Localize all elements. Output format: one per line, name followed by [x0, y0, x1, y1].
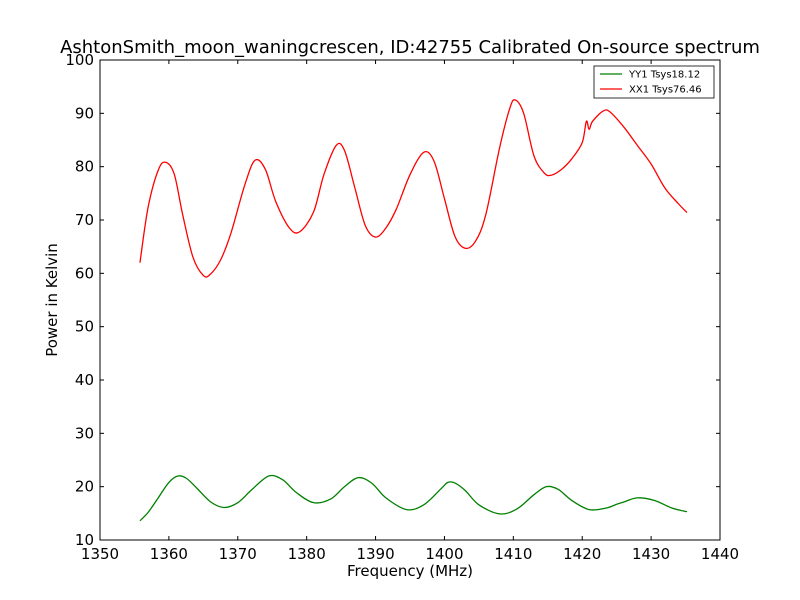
x-tick-label: 1390	[356, 545, 394, 563]
x-axis-label: Frequency (MHz)	[347, 562, 473, 580]
y-tick-label: 40	[75, 371, 94, 389]
series-layer	[139, 99, 688, 522]
yy1-series-line	[139, 474, 688, 522]
y-tick-label: 50	[75, 318, 94, 336]
x-tick-label: 1380	[288, 545, 326, 563]
plot-background	[100, 60, 720, 540]
y-tick-label: 60	[75, 264, 94, 282]
x-tick-label: 1370	[219, 545, 257, 563]
x-tick-label: 1350	[81, 545, 119, 563]
legend-box	[593, 65, 715, 99]
x-tick-label: 1440	[701, 545, 739, 563]
plot-area: 1350 1360 1370 1380 1390 1400 1410 1420 1430 1440…	[65, 51, 739, 563]
y-tick-label: 90	[75, 104, 94, 122]
y-tick-label: 70	[75, 211, 94, 229]
x-tick-label: 1420	[563, 545, 601, 563]
y-tick-label: 100	[65, 51, 94, 69]
x-tick-label: 1400	[425, 545, 463, 563]
x-axis-ticks: 1350 1360 1370 1380 1390 1400 1410 1420 1430 1440	[81, 60, 739, 563]
chart-title: AshtonSmith_moon_waningcrescen, ID:42755…	[60, 37, 760, 58]
x-tick-label: 1360	[150, 545, 188, 563]
plot-frame	[99, 59, 721, 541]
y-tick-label: 80	[75, 158, 94, 176]
y-tick-label: 10	[75, 531, 94, 549]
xx1-series-line	[139, 99, 688, 278]
x-tick-label: 1430	[632, 545, 670, 563]
legend: YY1 Tsys18.12 XX1 Tsys76.46	[593, 65, 715, 99]
legend-label: YY1 Tsys18.12	[628, 70, 700, 81]
y-tick-label: 20	[75, 478, 94, 496]
legend-label: XX1 Tsys76.46	[629, 85, 702, 96]
y-tick-label: 30	[75, 424, 94, 442]
x-tick-label: 1410	[494, 545, 532, 563]
y-axis-ticks: 10 20 30 40 50 60 70 80 90 100	[65, 51, 720, 549]
y-axis-label: Power in Kelvin	[43, 243, 61, 357]
